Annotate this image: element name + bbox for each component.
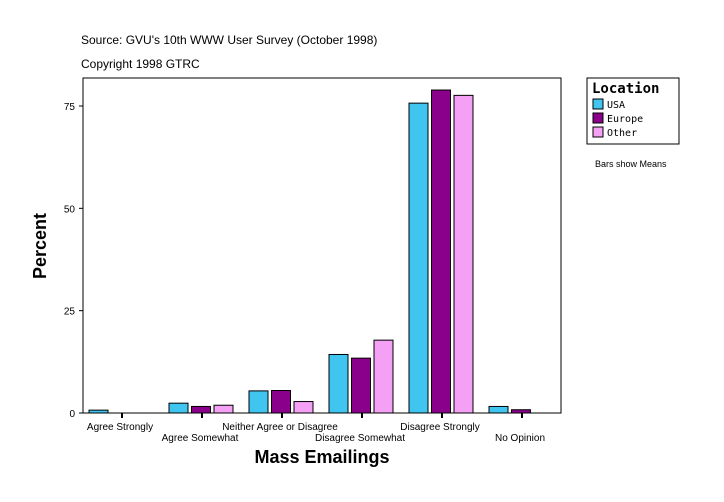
- x-tick-label: Disagree Strongly: [400, 422, 479, 433]
- bar-usa: [88, 409, 109, 414]
- bar-europe: [511, 409, 531, 414]
- plot-frame: [82, 77, 562, 414]
- bar-other: [213, 404, 234, 414]
- y-tick-label: 75: [64, 102, 76, 113]
- x-tick-label: Agree Strongly: [87, 422, 153, 433]
- legend-swatch-europe: [592, 112, 604, 124]
- y-tick-label: 25: [64, 307, 76, 318]
- bar-usa: [488, 405, 509, 414]
- bar-europe: [191, 405, 211, 414]
- bar-usa: [408, 102, 429, 414]
- bars: [88, 89, 531, 414]
- bars-note: Bars show Means: [595, 159, 667, 169]
- y-axis-label: Percent: [30, 213, 50, 279]
- legend-item-other: Other: [607, 128, 637, 139]
- legend-item-usa: USA: [607, 100, 625, 111]
- bar-europe: [351, 357, 371, 414]
- y-tick-label: 0: [69, 409, 75, 420]
- bar-usa: [248, 390, 269, 414]
- x-tick-label: Neither Agree or Disagree: [222, 422, 338, 433]
- y-axis: 0 25 50 75: [64, 102, 83, 420]
- bar-other: [453, 94, 474, 414]
- x-tick-label: Disagree Somewhat: [315, 433, 405, 444]
- bar-usa: [168, 402, 189, 414]
- bar-europe: [431, 89, 451, 414]
- x-tick-label: No Opinion: [495, 433, 545, 444]
- legend-title: Location: [592, 81, 659, 97]
- chart-title: Source: GVU's 10th WWW User Survey (Octo…: [81, 33, 377, 47]
- bar-other: [373, 339, 394, 414]
- x-axis-label: Mass Emailings: [254, 447, 389, 467]
- bar-europe: [271, 389, 291, 414]
- y-tick-label: 50: [64, 204, 76, 215]
- legend-swatch-other: [592, 126, 604, 138]
- legend-item-europe: Europe: [607, 114, 643, 125]
- chart-subtitle: Copyright 1998 GTRC: [81, 57, 200, 71]
- bar-usa: [328, 353, 349, 414]
- legend: Location USA Europe Other: [586, 77, 680, 145]
- bar-other: [293, 401, 314, 414]
- legend-swatch-usa: [592, 98, 604, 110]
- x-tick-label: Agree Somewhat: [162, 433, 239, 444]
